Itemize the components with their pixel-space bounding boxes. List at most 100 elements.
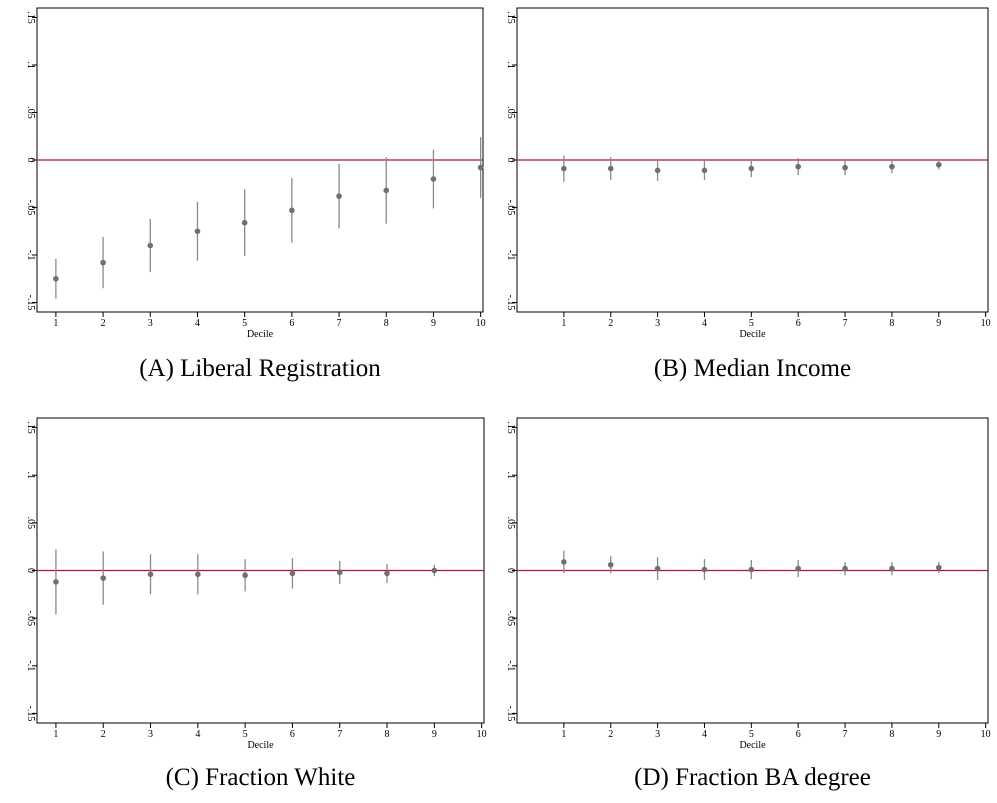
x-tick-label: 9 [936,318,941,329]
x-tick-label: 5 [242,318,247,329]
y-tick-label: -.1 [25,250,36,261]
x-tick-label: 7 [337,318,342,329]
point [889,565,895,572]
point [100,259,106,266]
point [842,164,848,171]
x-tick-label: 10 [477,729,487,740]
y-tick-label: .05 [505,106,516,119]
panel-caption: (B) Median Income [654,355,851,382]
panel-caption: (C) Fraction White [166,764,356,791]
y-tick-label: -.1 [25,660,36,671]
x-tick-label: 4 [195,729,200,740]
y-tick-label: 0 [505,158,516,163]
x-tick-label: 9 [431,318,436,329]
panel-caption: (A) Liberal Registration [139,355,381,382]
x-tick-label: 6 [796,729,801,740]
panel: -.15 -.1 -.05 0 .05 .1 .15 1 2 3 4 5 6 7 8 9 10 Decile (B)… [505,7,991,382]
x-tick-label: 3 [148,729,153,740]
point [147,242,154,249]
y-tick-label: 0 [505,568,516,573]
point [194,228,201,235]
x-tick-label: 2 [608,318,613,329]
point [935,564,942,571]
point [607,561,614,568]
x-tick-label: 3 [148,318,153,329]
x-tick-label: 8 [889,318,894,329]
y-tick-label: 0 [25,568,36,573]
y-tick-label: -.05 [25,200,36,216]
y-tick-label: -.15 [505,706,516,722]
point [748,165,755,172]
y-tick-label: .05 [25,106,36,119]
point [336,193,342,199]
point [561,165,567,172]
x-tick-label: 6 [796,318,801,329]
point [607,165,614,172]
point [654,167,661,174]
x-tick-label: 3 [655,318,660,329]
point [242,572,248,579]
x-axis-title: Decile [739,740,766,751]
y-tick-label: -.05 [505,610,516,626]
point [935,161,942,168]
panel: -.15 -.1 -.05 0 .05 .1 .15 1 2 3 4 5 6 7 8 9 10 Decile (C)… [25,417,487,791]
x-tick-label: 8 [384,318,389,329]
y-tick-label: .1 [25,471,36,479]
x-tick-label: 10 [476,318,486,329]
point [53,579,59,585]
point [701,566,708,573]
x-tick-label: 4 [702,729,707,740]
x-tick-label: 5 [243,729,248,740]
x-tick-label: 2 [101,729,106,740]
y-tick-label: .1 [505,471,516,479]
x-tick-label: 8 [385,729,390,740]
y-tick-label: 0 [25,158,36,163]
panel-caption: (D) Fraction BA degree [634,764,871,791]
x-tick-label: 1 [53,318,58,329]
x-tick-label: 6 [290,729,295,740]
y-tick-label: -.15 [505,295,516,311]
y-tick-label: -.1 [505,660,516,671]
point [477,164,484,171]
y-tick-label: .15 [505,11,516,24]
x-tick-label: 6 [289,318,294,329]
point [195,571,201,578]
point [795,565,801,572]
point [431,567,438,574]
point [383,187,390,194]
x-tick-label: 1 [561,729,566,740]
y-tick-label: -.05 [505,200,516,216]
point [336,569,343,576]
panel: -.15 -.1 -.05 0 .05 .1 .15 1 2 3 4 5 6 7 8 9 10 Decile (D)… [505,417,991,791]
y-tick-label: -.1 [505,250,516,261]
panel: -.15 -.1 -.05 0 .05 .1 .15 1 2 3 4 5 6 7 8 9 10 Decile (A)… [25,7,486,382]
y-tick-label: .15 [25,421,36,434]
x-tick-label: 5 [749,729,754,740]
point [53,275,59,282]
point [889,163,895,170]
x-tick-label: 10 [981,318,991,329]
point [430,176,437,182]
point [241,219,248,226]
x-tick-label: 10 [981,729,991,740]
y-tick-label: .1 [505,61,516,69]
point [100,575,107,581]
point [701,167,708,174]
x-tick-label: 3 [655,729,660,740]
x-tick-label: 1 [561,318,566,329]
y-tick-label: .15 [25,11,36,24]
x-axis-title: Decile [247,329,274,340]
x-axis-title: Decile [739,329,766,340]
x-tick-label: 5 [749,318,754,329]
point [748,566,755,573]
y-tick-label: .15 [505,421,516,434]
x-tick-label: 4 [195,318,200,329]
point [289,207,295,214]
point [289,570,296,577]
point [147,571,154,578]
x-tick-label: 7 [843,318,848,329]
y-tick-label: -.15 [25,295,36,311]
x-tick-label: 2 [101,318,106,329]
y-tick-label: .05 [25,517,36,530]
